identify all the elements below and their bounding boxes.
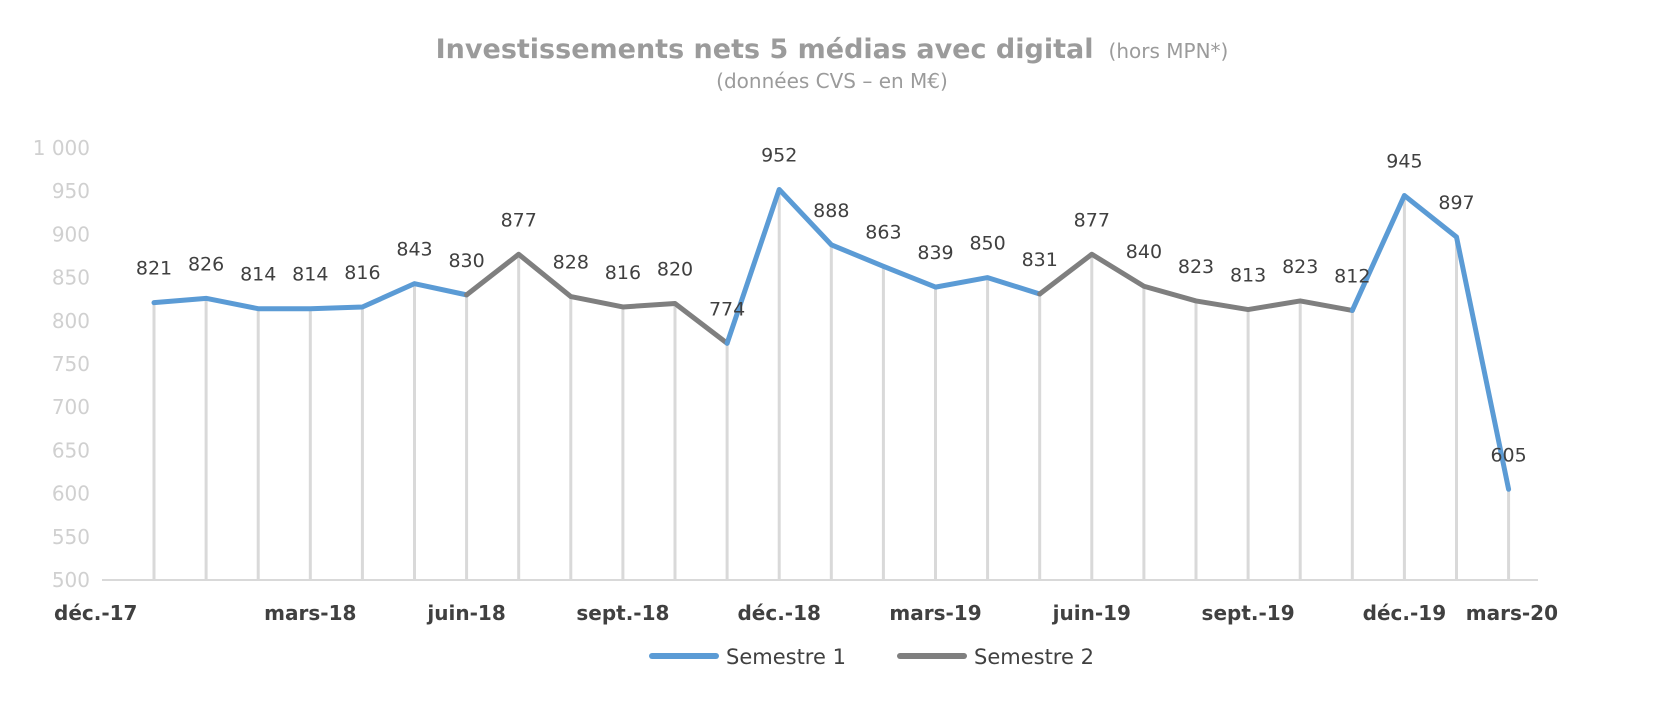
drop-lines — [152, 189, 1511, 580]
data-label: 840 — [1126, 241, 1162, 263]
data-label: 830 — [448, 250, 484, 272]
data-label: 877 — [1074, 209, 1110, 231]
data-label: 814 — [292, 264, 328, 286]
data-label: 850 — [969, 233, 1005, 255]
data-label: 843 — [396, 239, 432, 261]
series-line-semestre-1 — [151, 281, 470, 312]
y-tick-label: 850 — [52, 266, 90, 290]
chart-title-main: Investissements nets 5 médias avec digit… — [436, 34, 1094, 65]
series-line-semestre-2 — [1037, 251, 1355, 313]
y-tick-label: 950 — [52, 179, 90, 203]
x-tick-label: mars-20 — [1466, 601, 1558, 625]
data-label: 774 — [709, 298, 745, 320]
y-axis: 500 550 600 650 700 750 800 850 900 950 1 000 — [33, 136, 90, 592]
legend-label: Semestre 2 — [974, 645, 1094, 669]
y-tick-label: 600 — [52, 482, 90, 506]
data-label: 814 — [240, 264, 276, 286]
chart-title: Investissements nets 5 médias avec digit… — [436, 34, 1229, 65]
series-line-semestre-1 — [1349, 193, 1512, 492]
x-tick-label: mars-19 — [889, 601, 981, 625]
data-label: 828 — [553, 252, 589, 274]
chart-subtitle: (données CVS – en M€) — [716, 69, 948, 93]
x-tick-label: mars-18 — [264, 601, 356, 625]
series-line-semestre-1 — [724, 186, 1043, 346]
x-tick-label: déc.-19 — [1363, 601, 1446, 625]
data-label: 816 — [605, 262, 641, 284]
x-tick-label: juin-19 — [1052, 601, 1131, 625]
data-label: 605 — [1490, 444, 1526, 466]
data-labels: 821 826 814 814 816 843 830 877 828 816 820 774 952 8… — [136, 144, 1527, 466]
data-label: 826 — [188, 253, 224, 275]
data-label: 877 — [501, 209, 537, 231]
data-label: 952 — [761, 144, 797, 166]
y-tick-label: 900 — [52, 222, 90, 246]
data-label: 823 — [1178, 256, 1214, 278]
data-label: 839 — [917, 242, 953, 264]
data-label: 945 — [1386, 151, 1422, 173]
y-tick-label: 650 — [52, 438, 90, 462]
x-axis: déc.-17 mars-18 juin-18 sept.-18 déc.-18 mars… — [54, 601, 1558, 625]
x-tick-label: juin-18 — [426, 601, 505, 625]
data-label: 820 — [657, 259, 693, 281]
y-tick-label: 750 — [52, 352, 90, 376]
data-label: 816 — [344, 262, 380, 284]
data-label: 831 — [1022, 249, 1058, 271]
x-tick-label: déc.-18 — [737, 601, 820, 625]
legend: Semestre 1 Semestre 2 — [649, 645, 1094, 669]
chart-title-suffix: (hors MPN*) — [1109, 39, 1229, 63]
data-label: 888 — [813, 200, 849, 222]
data-label: 863 — [865, 221, 901, 243]
data-label: 812 — [1334, 265, 1370, 287]
y-tick-label: 800 — [52, 309, 90, 333]
data-label: 897 — [1438, 192, 1474, 214]
y-tick-label: 500 — [52, 568, 90, 592]
legend-label: Semestre 1 — [726, 645, 846, 669]
series-line-semestre-2 — [464, 251, 730, 346]
y-tick-label: 700 — [52, 395, 90, 419]
data-label: 813 — [1230, 265, 1266, 287]
y-tick-label: 1 000 — [33, 136, 90, 160]
series-lines — [151, 186, 1512, 492]
data-label: 823 — [1282, 256, 1318, 278]
x-tick-label: sept.-19 — [1202, 601, 1295, 625]
data-label: 821 — [136, 258, 172, 280]
x-tick-label: sept.-18 — [576, 601, 669, 625]
x-tick-label: déc.-17 — [54, 601, 137, 625]
y-tick-label: 550 — [52, 525, 90, 549]
